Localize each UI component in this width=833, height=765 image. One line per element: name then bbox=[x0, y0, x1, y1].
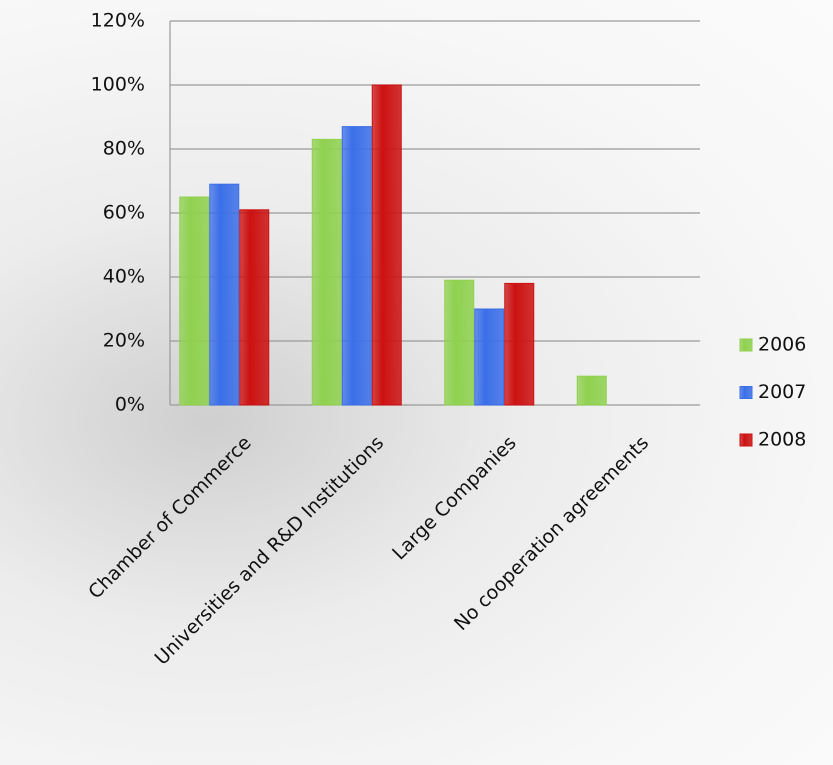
bar bbox=[209, 183, 240, 406]
y-tick-label: 20% bbox=[103, 330, 145, 352]
y-tick-label: 0% bbox=[115, 394, 145, 416]
bar bbox=[371, 84, 402, 406]
x-tick-label: Universities and R&D Institutions bbox=[151, 432, 389, 670]
legend-swatch bbox=[739, 338, 753, 352]
y-tick-label: 40% bbox=[103, 266, 145, 288]
bar bbox=[474, 308, 505, 406]
legend-label: 2008 bbox=[758, 429, 806, 451]
bar bbox=[239, 209, 270, 406]
bar bbox=[444, 279, 475, 406]
bar bbox=[179, 196, 210, 406]
bar bbox=[504, 282, 535, 406]
y-tick-label: 100% bbox=[91, 74, 145, 96]
bar bbox=[341, 126, 372, 406]
legend-swatch bbox=[739, 386, 753, 399]
bar bbox=[576, 375, 607, 406]
legend-label: 2006 bbox=[758, 334, 806, 356]
y-tick-label: 80% bbox=[103, 138, 145, 160]
legend-swatch bbox=[739, 433, 753, 447]
x-tick-label: Large Companies bbox=[388, 432, 521, 565]
legend-label: 2007 bbox=[758, 381, 806, 403]
y-tick-label: 60% bbox=[103, 202, 145, 224]
y-tick-label: 120% bbox=[91, 10, 145, 32]
bar bbox=[311, 138, 342, 406]
